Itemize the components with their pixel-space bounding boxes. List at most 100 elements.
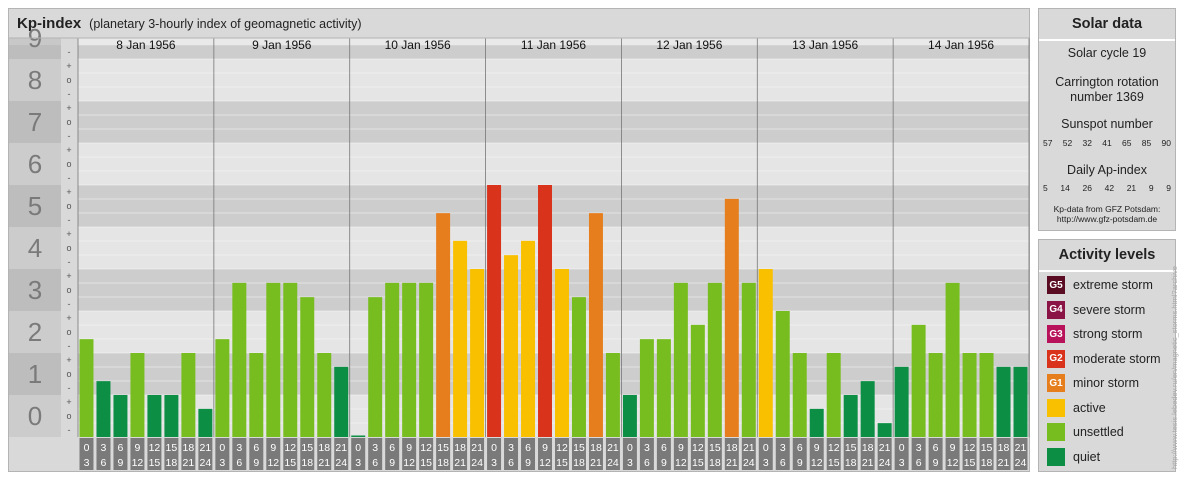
hour-start-label: 3	[644, 442, 650, 454]
hour-cell	[656, 438, 671, 470]
sub-tick-label: -	[68, 383, 71, 393]
hour-end-label: 21	[183, 457, 195, 469]
hour-cell	[826, 438, 841, 470]
kp-bar	[487, 185, 502, 437]
sub-tick-label: +	[66, 145, 71, 155]
solar-data-header: Solar data	[1039, 9, 1175, 41]
legend-swatch: G1	[1047, 374, 1065, 392]
hour-start-label: 18	[454, 442, 466, 454]
legend-item: quiet	[1047, 447, 1101, 466]
sunspot-value: 52	[1062, 138, 1073, 148]
hour-cell	[979, 438, 994, 470]
hour-end-label: 12	[539, 457, 551, 469]
sub-tick-label: -	[68, 257, 71, 267]
hour-start-label: 15	[301, 442, 313, 454]
y-tick-label: 2	[28, 317, 42, 347]
sub-tick-label: -	[68, 89, 71, 99]
hour-start-label: 18	[726, 442, 738, 454]
sunspot-value: 57	[1043, 138, 1053, 148]
hour-end-label: 12	[132, 457, 144, 469]
legend-label: quiet	[1073, 449, 1101, 464]
hour-end-label: 9	[118, 457, 124, 469]
hour-start-label: 0	[899, 442, 905, 454]
y-label-band	[9, 353, 61, 395]
hour-start-label: 9	[270, 442, 276, 454]
hour-start-label: 9	[814, 442, 820, 454]
hour-end-label: 9	[253, 457, 259, 469]
hour-start-label: 15	[437, 442, 449, 454]
hour-end-label: 24	[200, 457, 212, 469]
legend-swatch	[1047, 423, 1065, 441]
hour-start-label: 6	[933, 442, 939, 454]
hour-cell	[147, 438, 162, 470]
y-tick-label: 4	[28, 233, 42, 263]
hour-start-label: 3	[101, 442, 107, 454]
kp-bar	[164, 395, 179, 437]
hour-cell	[673, 438, 688, 470]
sunspot-value: 85	[1141, 138, 1152, 148]
kp-bar	[588, 213, 603, 437]
hour-end-label: 18	[573, 457, 585, 469]
hour-start-label: 6	[797, 442, 803, 454]
sub-tick-label: -	[68, 173, 71, 183]
kp-band	[78, 45, 1029, 59]
sub-tick-column	[61, 38, 78, 437]
source-note: Kp-data from GFZ Potsdam:	[1053, 204, 1161, 214]
legend-swatch: G3	[1047, 325, 1065, 343]
hour-cell	[300, 438, 315, 470]
day-label: 8 Jan 1956	[116, 38, 176, 52]
hour-end-label: 6	[101, 457, 107, 469]
y-tick-label: 7	[28, 107, 42, 137]
legend-swatch: G5	[1047, 276, 1065, 294]
hour-end-label: 12	[267, 457, 279, 469]
kp-bar	[215, 339, 230, 437]
legend-label: active	[1073, 400, 1106, 415]
hour-cell	[724, 438, 739, 470]
hour-cell	[249, 438, 264, 470]
hour-start-label: 12	[149, 442, 161, 454]
hour-cell	[792, 438, 807, 470]
kp-bar	[877, 423, 892, 437]
hour-start-label: 6	[118, 442, 124, 454]
carrington-rotation-number: number 1369	[1070, 90, 1144, 104]
hour-start-label: 18	[862, 442, 874, 454]
hour-cell	[79, 438, 94, 470]
hour-cell	[283, 438, 298, 470]
day-label: 9 Jan 1956	[252, 38, 312, 52]
hour-end-label: 15	[284, 457, 296, 469]
legend-item: G3 strong storm	[1047, 325, 1142, 343]
kp-bar	[147, 395, 162, 437]
hour-start-label: 9	[950, 442, 956, 454]
kp-chart-panel: Kp-index (planetary 3-hourly index of geo…	[8, 8, 1030, 472]
y-tick-label: 5	[28, 191, 42, 221]
hour-start-label: 21	[471, 442, 483, 454]
legend-item: unsettled	[1047, 423, 1124, 441]
chart-title-main: Kp-index	[17, 15, 82, 32]
kp-band	[78, 185, 1029, 227]
kp-bar	[334, 366, 349, 437]
hour-end-label: 24	[607, 457, 619, 469]
kp-bar	[470, 269, 485, 437]
legend-label: extreme storm	[1073, 278, 1153, 292]
kp-bar	[504, 255, 519, 437]
day-label: 10 Jan 1956	[385, 38, 451, 52]
kp-bar	[181, 353, 196, 437]
kp-bar	[656, 339, 671, 437]
hour-start-label: 12	[556, 442, 568, 454]
hour-cell	[402, 438, 417, 470]
hour-cell	[113, 438, 128, 470]
kp-bar	[639, 339, 654, 437]
sunspot-values: 57 52 32 41 65 85 90	[1043, 138, 1171, 148]
kp-bar	[809, 408, 824, 437]
y-label-band	[9, 185, 61, 227]
kp-bar	[130, 353, 145, 437]
hour-start-label: 15	[166, 442, 178, 454]
hour-start-label: 6	[253, 442, 259, 454]
hour-cell	[453, 438, 468, 470]
hour-start-label: 21	[743, 442, 755, 454]
y-tick-label: 0	[28, 401, 42, 431]
kp-bar	[1013, 366, 1028, 437]
hour-start-label: 3	[780, 442, 786, 454]
hour-cell	[860, 438, 875, 470]
